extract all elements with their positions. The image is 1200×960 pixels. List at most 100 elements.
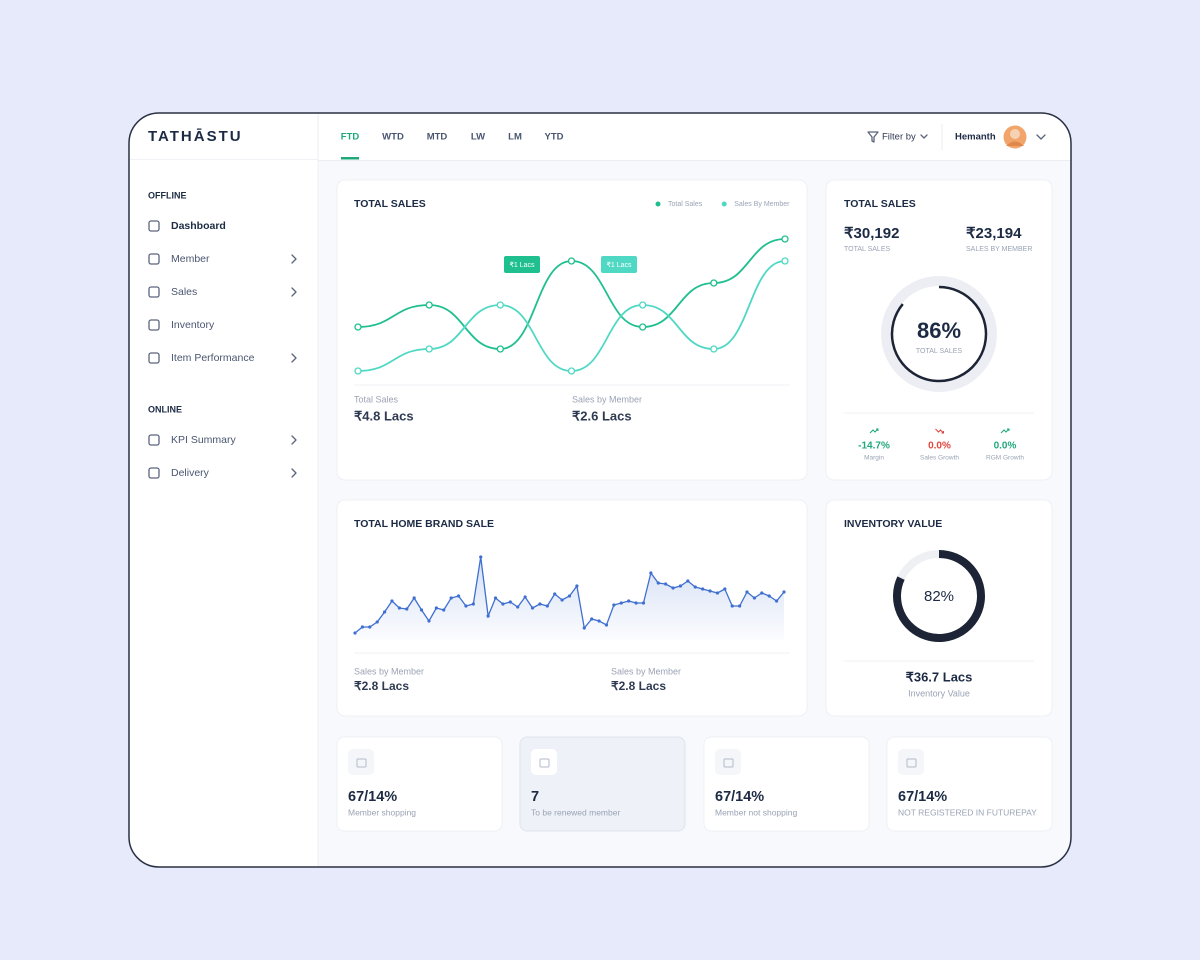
nav-icon[interactable]	[148, 319, 160, 331]
point	[354, 323, 362, 331]
trend-icon	[935, 428, 944, 434]
point	[634, 601, 638, 605]
chevron[interactable]	[291, 353, 297, 363]
annotation: ₹1 Lacs	[509, 261, 535, 269]
user-chevron[interactable]	[1036, 134, 1046, 140]
metric-label: Margin	[864, 455, 884, 462]
tab[interactable]: FTD	[341, 132, 360, 143]
chevron[interactable]	[291, 435, 297, 445]
point	[760, 591, 764, 595]
stat-card[interactable]	[336, 736, 503, 832]
summary-value: ₹4.8 Lacs	[354, 408, 414, 423]
point	[619, 601, 623, 605]
point	[479, 555, 483, 559]
summary-value: ₹2.8 Lacs	[611, 679, 666, 693]
card-title: TOTAL SALES	[844, 198, 916, 210]
stat-label: To be renewed member	[531, 807, 620, 817]
total-label: Inventory Value	[908, 688, 970, 698]
point	[781, 235, 789, 243]
point	[604, 623, 609, 627]
chevron[interactable]	[291, 254, 297, 264]
point	[715, 591, 720, 595]
point	[353, 631, 357, 635]
nav-icon[interactable]	[148, 467, 160, 479]
stat-card[interactable]	[886, 736, 1053, 832]
point	[471, 602, 475, 606]
point	[427, 619, 431, 623]
point	[405, 607, 409, 611]
point	[567, 257, 576, 265]
nav-item[interactable]: Dashboard	[171, 220, 226, 232]
point	[752, 596, 757, 600]
summary-label: Sales by Member	[611, 666, 681, 676]
filter-chevron[interactable]	[920, 134, 928, 139]
nav-icon[interactable]	[148, 220, 160, 232]
stat-icon	[356, 758, 367, 768]
nav-icon[interactable]	[148, 253, 160, 265]
point	[582, 626, 586, 630]
stat-icon	[539, 758, 550, 768]
dynamic-layer: FTD WTD MTD LW LM YTD OFFLINE Dashboard Member Sa…	[148, 132, 1053, 832]
point	[493, 596, 498, 600]
nav-item[interactable]: Inventory	[171, 319, 215, 331]
filter-label[interactable]: Filter by	[882, 132, 916, 143]
stat-icon-bg	[531, 749, 557, 775]
point	[553, 592, 557, 596]
nav-item[interactable]: Item Performance	[171, 352, 255, 364]
stat-icon	[723, 758, 734, 768]
stat-card[interactable]	[519, 736, 686, 832]
avatar-face	[1010, 129, 1020, 139]
user-name[interactable]: Hemanth	[955, 132, 996, 143]
nav-item[interactable]: KPI Summary	[171, 434, 237, 446]
point	[590, 617, 594, 621]
stat-value: 7	[531, 789, 539, 805]
summary-label: Sales by Member	[572, 394, 642, 404]
point	[419, 608, 424, 612]
point	[575, 584, 579, 588]
point	[678, 584, 683, 588]
nav-icon[interactable]	[148, 286, 160, 298]
nav-item[interactable]: Sales	[171, 286, 197, 298]
tab[interactable]: YTD	[545, 132, 564, 143]
stat-icon-bg	[348, 749, 374, 775]
annotation-badge	[601, 256, 637, 273]
card-title: INVENTORY VALUE	[844, 518, 942, 530]
donut-arc	[890, 285, 988, 383]
tab[interactable]: MTD	[427, 132, 448, 143]
nav-item[interactable]: Member	[171, 253, 210, 265]
filter-icon[interactable]	[867, 131, 879, 143]
chevron[interactable]	[291, 287, 297, 297]
point	[567, 594, 572, 598]
stat-card[interactable]	[703, 736, 870, 832]
point	[375, 620, 379, 624]
point	[664, 582, 668, 586]
point	[382, 610, 387, 614]
nav-icon[interactable]	[148, 434, 160, 446]
point	[710, 279, 718, 287]
point	[639, 301, 647, 309]
point	[639, 323, 647, 331]
card-title: TOTAL SALES	[354, 198, 426, 210]
total-value: ₹23,194	[966, 225, 1022, 242]
metric-value: 0.0%	[994, 441, 1017, 452]
summary-value: ₹2.8 Lacs	[354, 679, 409, 693]
tab[interactable]: LM	[508, 132, 522, 143]
point	[693, 585, 697, 589]
chevron[interactable]	[291, 468, 297, 478]
point	[738, 604, 742, 608]
tab[interactable]: LW	[471, 132, 485, 143]
point	[496, 345, 504, 353]
point	[523, 595, 527, 599]
point	[360, 625, 364, 629]
stat-value: 67/14%	[715, 789, 764, 805]
stat-label: Member shopping	[348, 807, 416, 817]
point	[486, 614, 490, 618]
nav-icon[interactable]	[148, 352, 160, 364]
point	[612, 603, 616, 607]
area-fill	[355, 557, 784, 640]
nav-item[interactable]: Delivery	[171, 467, 210, 479]
tab[interactable]: WTD	[382, 132, 404, 143]
point	[730, 604, 734, 608]
summary-label: Total Sales	[354, 394, 399, 404]
point	[368, 625, 372, 629]
